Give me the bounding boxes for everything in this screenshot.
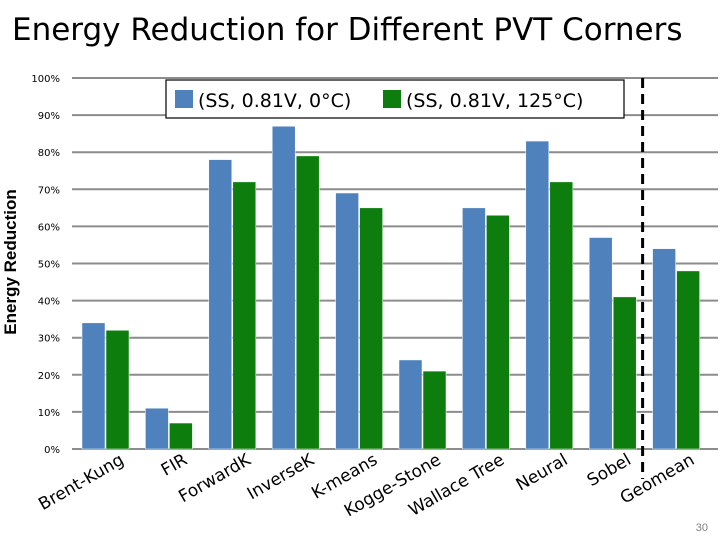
bar-wallace-tree-series-0: [462, 207, 486, 450]
y-tick-label: 30%: [38, 334, 60, 345]
bar-brent-kung-series-1: [105, 330, 130, 450]
y-tick-label: 40%: [38, 297, 60, 308]
y-tick-label: 90%: [38, 111, 60, 122]
y-tick-label: 80%: [38, 148, 60, 159]
page-number: 30: [695, 522, 708, 534]
legend-label-125c: (SS, 0.81V, 125°C): [406, 90, 583, 112]
bar-fir-series-1: [169, 422, 193, 450]
bar-k-means-series-0: [335, 192, 359, 450]
x-tick-label: InverseK: [244, 450, 319, 505]
bar-neural-series-0: [525, 140, 550, 450]
x-tick-label: FIR: [158, 450, 191, 481]
bar-fir-series-0: [145, 407, 169, 450]
bar-sobel-series-0: [588, 237, 613, 450]
bar-brent-kung-series-0: [81, 322, 106, 450]
legend-label-0c: (SS, 0.81V, 0°C): [198, 90, 351, 112]
bar-kogge-stone-series-1: [422, 370, 447, 450]
y-tick-label: 60%: [38, 222, 60, 233]
bar-kogge-stone-series-0: [398, 359, 423, 450]
bar-geomean-series-0: [652, 248, 676, 450]
slide-title: Energy Reduction for Different PVT Corne…: [12, 12, 683, 48]
y-axis-ticks: 0% 10% 20% 30% 40% 50% 60% 70% 80% 90% 100%: [31, 74, 60, 456]
bar-forwardk-series-1: [232, 181, 257, 450]
y-tick-label: 70%: [38, 185, 60, 196]
bar-inversek-series-0: [271, 125, 296, 450]
bar-geomean-series-1: [676, 270, 700, 450]
y-tick-label: 10%: [38, 408, 60, 419]
legend-swatch-125c: [383, 90, 401, 108]
bar-inversek-series-1: [295, 155, 320, 450]
x-axis-labels: Brent-Kung FIRForwardKInverseKK-meansKogg…: [35, 450, 698, 522]
x-tick-label: Neural: [513, 450, 572, 495]
legend: (SS, 0.81V, 0°C) (SS, 0.81V, 125°C): [165, 79, 625, 119]
legend-swatch-0c: [175, 90, 193, 108]
y-tick-label: 20%: [38, 371, 60, 382]
x-tick-label: Brent-Kung: [35, 450, 127, 515]
bar-sobel-series-1: [612, 296, 637, 450]
bar-wallace-tree-series-1: [486, 215, 510, 450]
bar-neural-series-1: [549, 181, 574, 450]
y-axis-label: Energy Reduction: [1, 189, 20, 334]
y-tick-label: 0%: [44, 445, 60, 456]
bar-k-means-series-1: [359, 207, 383, 450]
y-tick-label: 50%: [38, 260, 60, 271]
x-tick-label: ForwardK: [175, 450, 255, 508]
bars: [81, 125, 700, 450]
bar-forwardk-series-0: [208, 159, 233, 450]
y-tick-label: 100%: [31, 74, 60, 85]
